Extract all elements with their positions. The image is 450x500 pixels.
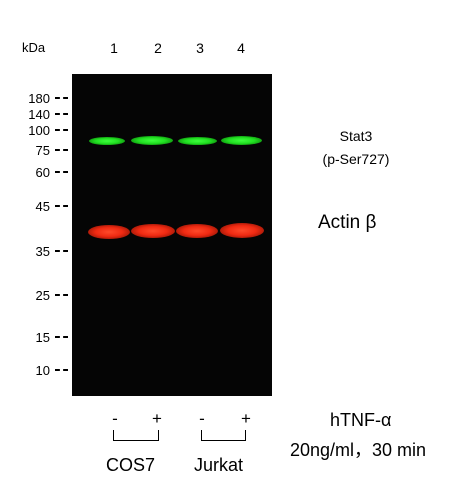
marker-180: 180 (28, 90, 68, 106)
actin-target-label: Actin β (318, 212, 377, 233)
marker-value: 45 (35, 198, 50, 214)
marker-tick (55, 369, 68, 371)
marker-tick (55, 129, 68, 131)
jurkat-bracket (201, 430, 246, 441)
actin-band-lane-3 (176, 224, 218, 238)
marker-15: 15 (36, 329, 68, 345)
marker-value: 100 (28, 122, 50, 138)
marker-value: 10 (35, 362, 50, 378)
stat3-band-lane-2 (131, 136, 173, 145)
marker-10: 10 (36, 362, 68, 378)
treatment-agent-label: hTNF-α (330, 410, 392, 430)
marker-45: 45 (36, 198, 68, 214)
marker-value: 60 (35, 164, 50, 180)
actin-band-lane-2 (131, 224, 175, 238)
actin-band-lane-4 (220, 223, 264, 238)
stat3-band-lane-1 (89, 137, 125, 145)
marker-value: 15 (35, 329, 50, 345)
marker-tick (55, 171, 68, 173)
marker-tick (55, 336, 68, 338)
western-blot-image (72, 74, 272, 396)
marker-value: 140 (28, 106, 50, 122)
treatment-dose-label: 20ng/ml，30 min (290, 440, 427, 460)
treatment-sign-lane-4: + (241, 409, 251, 428)
marker-value: 75 (35, 142, 50, 158)
marker-tick (55, 205, 68, 207)
marker-tick (55, 113, 68, 115)
stat3-site: (p-Ser727) (322, 151, 390, 167)
marker-value: 180 (28, 90, 50, 106)
marker-tick (55, 149, 68, 151)
marker-100: 100 (28, 122, 68, 138)
stat3-name: Stat3 (339, 128, 373, 144)
cos7-bracket (113, 430, 159, 441)
treatment-sign-lane-2: + (152, 409, 162, 428)
marker-35: 35 (36, 243, 68, 259)
lane-number-3: 3 (196, 40, 204, 56)
lane-number-2: 2 (154, 40, 162, 56)
treatment-sign-lane-3: - (199, 409, 205, 428)
marker-25: 25 (36, 287, 68, 303)
marker-60: 60 (36, 164, 68, 180)
lane-number-1: 1 (110, 40, 118, 56)
group-label-jurkat: Jurkat (194, 455, 244, 475)
marker-tick (55, 294, 68, 296)
stat3-target-label: Stat3 (318, 128, 394, 144)
marker-75: 75 (36, 142, 68, 158)
marker-tick (55, 250, 68, 252)
marker-140: 140 (28, 106, 68, 122)
stat3-site-label: (p-Ser727) (300, 151, 412, 167)
kda-unit-label: kDa (22, 40, 46, 55)
marker-tick (55, 97, 68, 99)
marker-value: 35 (35, 243, 50, 259)
stat3-band-lane-3 (178, 137, 217, 145)
actin-band-lane-1 (88, 225, 130, 239)
stat3-band-lane-4 (221, 136, 262, 145)
treatment-sign-lane-1: - (112, 409, 118, 428)
lane-number-4: 4 (237, 40, 245, 56)
marker-value: 25 (35, 287, 50, 303)
group-label-cos7: COS7 (106, 455, 156, 475)
